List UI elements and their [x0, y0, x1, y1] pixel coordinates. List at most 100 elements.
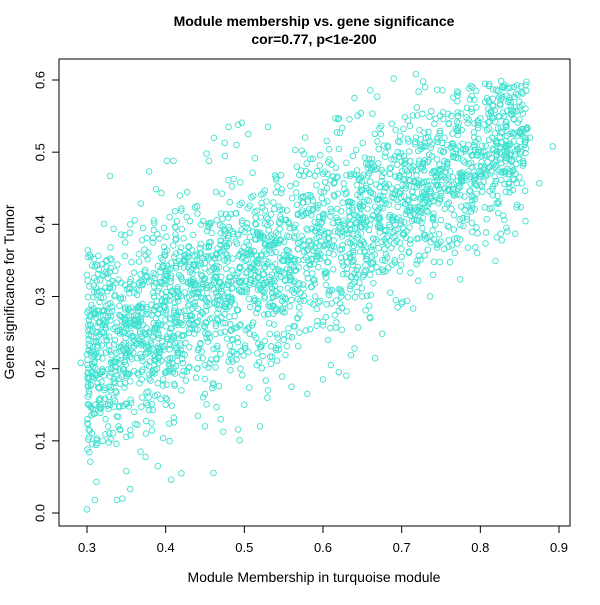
- data-point: [134, 316, 142, 324]
- data-point: [167, 316, 174, 323]
- data-point: [433, 156, 441, 163]
- data-point: [145, 406, 153, 414]
- data-point: [127, 221, 134, 228]
- data-point: [267, 360, 275, 368]
- data-point: [385, 181, 392, 188]
- data-point: [490, 161, 497, 168]
- data-point: [437, 216, 445, 224]
- data-point: [155, 348, 163, 355]
- data-point: [116, 311, 123, 319]
- data-point: [382, 251, 390, 258]
- data-point: [511, 151, 519, 158]
- data-point: [407, 164, 415, 172]
- data-point: [298, 232, 305, 240]
- data-point: [284, 247, 291, 254]
- data-point: [429, 197, 437, 205]
- data-point: [406, 240, 414, 248]
- data-point: [162, 309, 169, 317]
- data-point: [177, 346, 184, 354]
- data-point: [383, 227, 390, 234]
- data-point: [441, 245, 448, 253]
- data-point: [497, 168, 505, 176]
- data-point: [384, 232, 392, 240]
- data-point: [421, 142, 428, 150]
- data-point: [356, 279, 363, 286]
- data-point: [269, 293, 277, 300]
- data-point: [321, 270, 328, 278]
- data-point: [508, 157, 515, 165]
- data-point: [362, 267, 369, 274]
- data-point: [364, 205, 371, 213]
- data-point: [386, 221, 393, 229]
- data-point: [417, 135, 424, 143]
- data-point: [403, 297, 411, 305]
- data-point: [451, 249, 459, 256]
- data-point: [185, 302, 192, 309]
- chart-title: Module membership vs. gene significance: [174, 13, 455, 29]
- data-point: [305, 238, 313, 245]
- data-point: [349, 258, 356, 266]
- data-point: [206, 283, 213, 290]
- data-point: [318, 195, 326, 202]
- data-point: [148, 419, 155, 427]
- data-point: [292, 180, 300, 187]
- data-point: [430, 235, 437, 243]
- data-point: [99, 287, 106, 295]
- data-point: [424, 202, 431, 210]
- data-point: [162, 288, 170, 296]
- data-point: [296, 329, 303, 336]
- data-point: [116, 330, 124, 337]
- data-point: [217, 241, 224, 249]
- data-point: [131, 333, 138, 341]
- data-point: [320, 210, 327, 218]
- data-point: [245, 295, 252, 303]
- data-point: [448, 112, 455, 120]
- data-point: [413, 261, 420, 268]
- data-point: [236, 265, 243, 272]
- data-point: [441, 134, 448, 141]
- data-point: [130, 408, 138, 416]
- data-point: [134, 369, 141, 377]
- data-point: [271, 238, 279, 245]
- data-point: [279, 297, 286, 305]
- data-point: [482, 240, 489, 247]
- data-point: [264, 387, 272, 394]
- data-point: [197, 221, 205, 228]
- data-point: [261, 293, 268, 300]
- data-point: [299, 199, 306, 206]
- data-point: [215, 305, 222, 313]
- data-point: [224, 235, 232, 242]
- data-point: [196, 249, 204, 257]
- data-point: [236, 251, 243, 258]
- data-point: [234, 426, 242, 433]
- data-point: [486, 118, 493, 125]
- data-point: [166, 213, 173, 221]
- data-point: [419, 189, 426, 196]
- data-point: [316, 162, 324, 169]
- data-point: [102, 431, 109, 438]
- data-point: [94, 439, 101, 447]
- data-point: [273, 331, 281, 338]
- data-point: [324, 229, 331, 236]
- data-point: [453, 234, 461, 242]
- data-point: [107, 244, 114, 251]
- data-point: [424, 246, 432, 253]
- data-point: [398, 298, 406, 306]
- data-point: [91, 288, 98, 296]
- scatter-points: [77, 70, 556, 513]
- data-point: [414, 277, 422, 285]
- data-point: [351, 293, 359, 301]
- data-point: [199, 217, 207, 225]
- data-point: [107, 312, 115, 320]
- data-point: [107, 436, 114, 443]
- data-point: [177, 292, 185, 300]
- data-point: [397, 261, 405, 268]
- data-point: [344, 239, 352, 246]
- data-point: [171, 208, 179, 215]
- data-point: [356, 203, 364, 211]
- data-point: [413, 104, 421, 111]
- data-point: [363, 256, 370, 263]
- data-point: [285, 325, 292, 332]
- data-point: [145, 168, 153, 175]
